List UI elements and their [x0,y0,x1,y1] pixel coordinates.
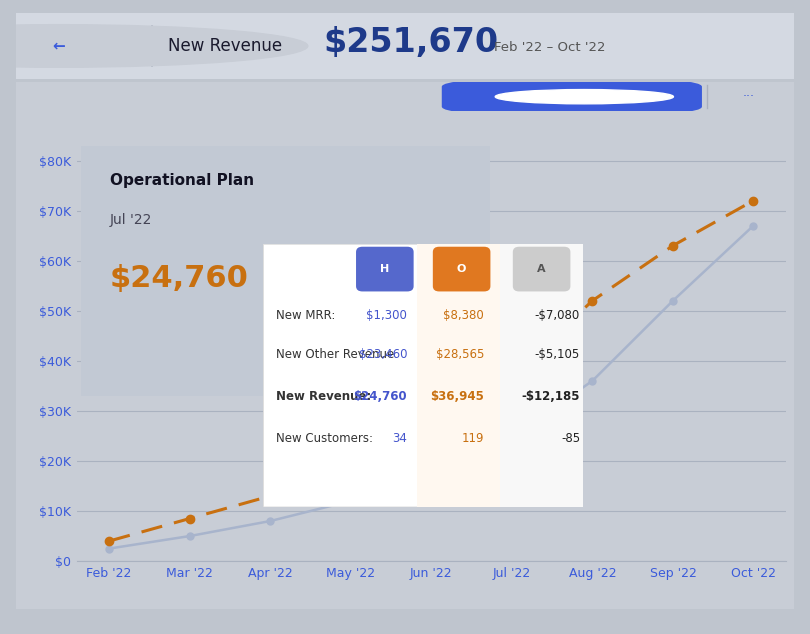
Text: $1,300: $1,300 [366,309,407,321]
Circle shape [495,89,673,104]
Text: -85: -85 [561,432,580,445]
Text: H: H [380,264,390,274]
Circle shape [0,25,308,67]
Text: Operational Plan: Operational Plan [109,173,254,188]
FancyBboxPatch shape [513,247,570,292]
Text: New Other Revenue:: New Other Revenue: [276,348,399,361]
Text: $23,460: $23,460 [359,348,407,361]
Text: New Revenue:: New Revenue: [276,390,371,403]
Text: New Revenue: New Revenue [168,37,282,55]
Text: -$5,105: -$5,105 [535,348,580,361]
Text: $24,760: $24,760 [354,390,407,403]
Text: Percent: Percent [608,90,654,103]
Text: $36,945: $36,945 [430,390,484,403]
Text: New MRR:: New MRR: [276,309,335,321]
Text: $28,565: $28,565 [436,348,484,361]
FancyBboxPatch shape [356,247,414,292]
Bar [500,244,583,507]
Text: New Customers:: New Customers: [276,432,373,445]
FancyBboxPatch shape [433,247,490,292]
Text: $24,760: $24,760 [109,264,249,292]
Text: 119: 119 [462,432,484,445]
FancyBboxPatch shape [263,244,583,507]
Text: ←: ← [53,39,66,53]
Text: A: A [537,264,546,274]
Text: -$12,185: -$12,185 [522,390,580,403]
FancyBboxPatch shape [0,10,810,82]
FancyBboxPatch shape [8,77,802,614]
Text: Currency: Currency [487,90,544,103]
Text: Feb '22 – Oct '22: Feb '22 – Oct '22 [494,41,606,54]
Bar [417,244,503,507]
Text: -$7,080: -$7,080 [535,309,580,321]
Text: 34: 34 [392,432,407,445]
Text: ···: ··· [742,90,754,103]
Text: O: O [457,264,467,274]
Text: $8,380: $8,380 [443,309,484,321]
FancyBboxPatch shape [441,78,702,115]
Text: Jul '22: Jul '22 [109,214,152,228]
Text: $251,670: $251,670 [323,26,498,59]
FancyBboxPatch shape [73,141,498,401]
